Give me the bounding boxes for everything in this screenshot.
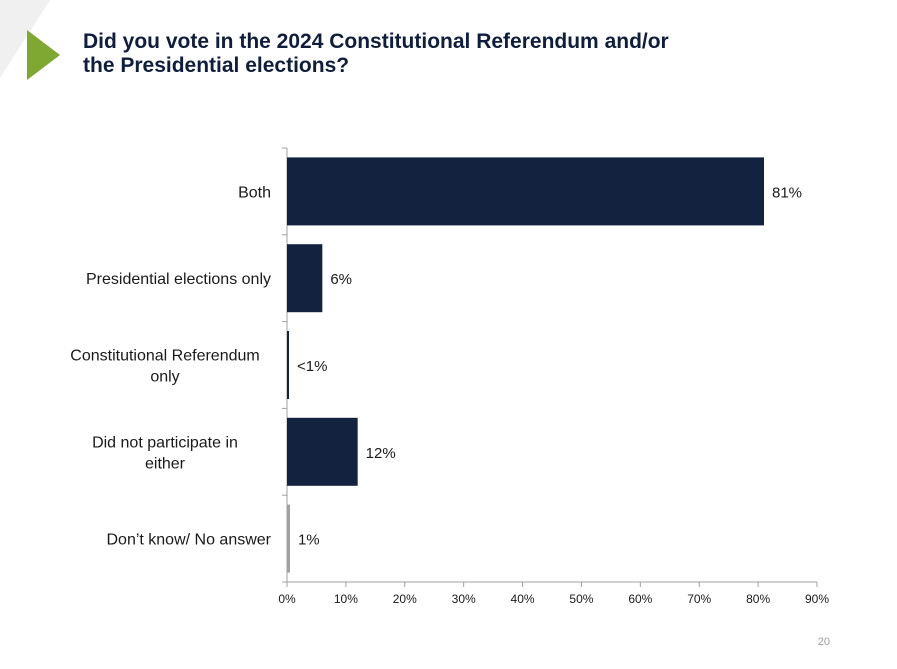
x-tick-label: 20%	[393, 592, 417, 606]
bar	[287, 504, 290, 573]
category-label-line: Both	[238, 184, 271, 201]
x-tick-label: 30%	[452, 592, 476, 606]
category-label-line: Did not participate in	[92, 434, 238, 451]
bar	[287, 331, 289, 399]
x-tick-label: 40%	[511, 592, 535, 606]
x-tick-label: 90%	[805, 592, 829, 606]
category-label: Presidential elections only	[86, 271, 271, 288]
x-tick-label: 70%	[687, 592, 711, 606]
data-label: 81%	[772, 184, 802, 201]
bar	[287, 157, 764, 226]
x-tick-label: 10%	[334, 592, 358, 606]
x-tick-label: 50%	[569, 592, 593, 606]
data-label: 1%	[298, 532, 320, 549]
category-label-line: Don’t know/ No answer	[106, 532, 271, 549]
corner-wedge-shape	[0, 0, 50, 78]
category-label: Constitutional Referendum only	[70, 348, 259, 386]
page-number: 20	[817, 636, 830, 648]
category-label-line: either	[145, 455, 186, 472]
bar	[287, 417, 358, 486]
category-label: Did not participate in either	[92, 434, 238, 472]
x-tick-label: 80%	[746, 592, 770, 606]
bar	[287, 244, 323, 313]
category-label: Don’t know/ No answer	[106, 532, 271, 549]
page-title: Did you vote in the 2024 Constitutional …	[83, 30, 803, 78]
category-label-line: only	[150, 369, 179, 386]
data-label: <1%	[297, 358, 327, 375]
category-label-line: Presidential elections only	[86, 271, 271, 288]
category-label-line: Constitutional Referendum	[70, 348, 259, 365]
corner-decoration	[0, 0, 60, 80]
data-label: 12%	[366, 445, 396, 462]
title-line-2: the Presidential elections?	[83, 54, 350, 77]
data-label: 6%	[330, 271, 352, 288]
x-tick-label: 60%	[628, 592, 652, 606]
x-tick-label: 0%	[278, 592, 296, 606]
title-line-1: Did you vote in the 2024 Constitutional …	[83, 30, 669, 53]
green-arrow-icon	[27, 30, 60, 80]
category-label: Both	[238, 184, 271, 201]
